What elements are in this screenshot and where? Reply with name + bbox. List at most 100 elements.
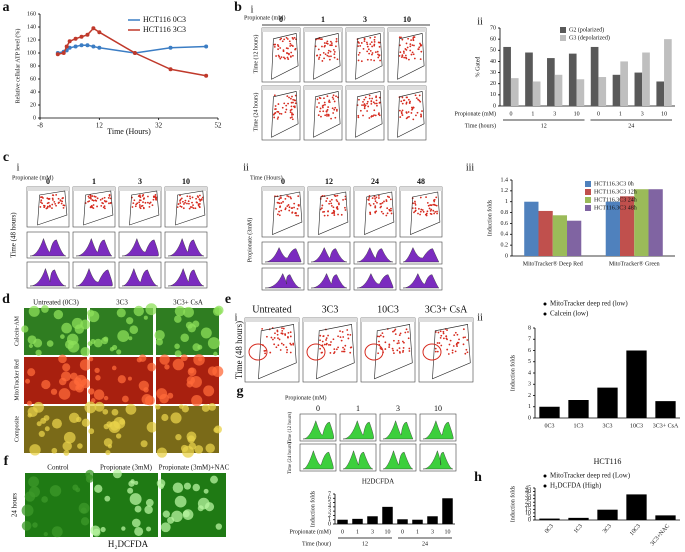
cell [94,484,103,493]
cell [116,349,122,355]
y-tick-label: 1 [505,199,508,205]
flow-dot [408,350,411,352]
flow-dot [264,352,267,355]
flow-dot [378,197,380,199]
flow-dot [327,113,330,116]
bar [382,506,393,524]
cell [117,375,126,384]
flow-dot [411,44,414,46]
cell [28,343,34,349]
panel-sublabel: ii [243,162,249,173]
legend-label: Calcein (low) [550,310,589,318]
flow-dot [420,115,422,118]
flow-dot [373,44,376,47]
flow-dot [327,106,330,108]
flow-dot [103,196,106,199]
y-tick-label: 0.8 [501,210,509,216]
flow-plot [418,317,474,383]
flow-dot [417,207,420,210]
y-tick-label: 40 [525,489,531,495]
cell [21,520,32,531]
series-marker [91,26,96,31]
series-marker [55,52,60,57]
flow-dot [293,206,295,209]
label: 12 [325,177,333,186]
x-tick-label: MitoTracker® Green [609,260,660,267]
y-tick-label: 0 [528,415,531,421]
y-tick-label: 5 [528,359,531,365]
y-tick-label: 3 [328,509,331,515]
legend-label: HCT116.3C3 24h [594,197,637,203]
flow-dot [140,205,143,208]
flow-dot [334,45,337,48]
flow-dot [390,209,392,212]
flow-plot [261,186,305,238]
flow-dot [179,205,182,208]
cell [91,398,96,403]
flow-dot [332,48,335,51]
x-tick-label: 0 [401,529,404,535]
flow-dot [366,58,369,61]
flow-dot [333,108,336,111]
flow-dot [417,212,419,215]
flow-dot [288,206,291,209]
flow-dot [374,114,377,117]
label: Propionate (3mM) [246,218,253,263]
cell [70,372,78,380]
cell [93,389,105,401]
histogram [264,246,302,263]
flow-dot [337,335,339,338]
flow-dot [87,195,90,198]
cell [58,388,71,400]
flow-dot [360,42,363,44]
flow-dot [46,197,49,200]
flow-dot [155,198,157,201]
flow-dot [442,337,445,340]
flow-dot [367,48,370,51]
cell [88,356,94,362]
flow-dot [411,207,414,210]
flow-dot [408,115,410,118]
cell [113,417,126,429]
cell [58,377,67,386]
bar [554,74,563,106]
group-label: 12 [362,541,368,547]
flow-dot [363,105,366,108]
flow-dot [342,198,344,201]
cell [77,443,83,449]
flow-dot [328,55,330,58]
x-tick-label: 1 [531,111,534,117]
flow-dot [368,97,371,100]
x-tick-label: 0 [597,111,600,117]
flow-dot [336,194,339,197]
flow-dot [455,342,458,345]
bar [612,74,621,106]
flow-gate [355,33,383,80]
x-tick-label: 3C3 [602,423,612,429]
x-axis-title: Time (Hours) [107,127,151,136]
y-axis-title: Relative cellular ATP level (%) [14,29,21,104]
flow-dot [319,107,322,110]
flow-dot [409,45,412,48]
flow-dot [137,195,140,197]
bar [427,516,438,524]
flow-dot [333,100,336,103]
cell [93,338,103,348]
series-marker [204,73,209,78]
cell [53,309,64,320]
y-tick-label: 35 [525,492,531,498]
x-tick-label: 3 [371,529,374,535]
cell [129,325,139,335]
flow-dot [286,205,289,208]
flow-dot [433,200,436,203]
flow-dot [337,213,339,216]
flow-dot [53,200,56,203]
flow-gate [175,190,206,226]
cell [44,426,50,432]
label: Control [47,464,68,472]
flow-dot [277,48,279,51]
flow-dot [284,333,286,335]
histogram [302,420,334,440]
flow-dot [388,196,391,199]
